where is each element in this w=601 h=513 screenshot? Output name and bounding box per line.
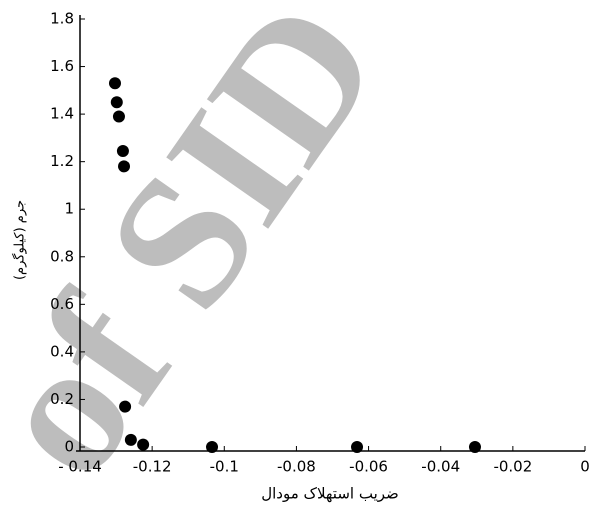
point — [119, 400, 132, 413]
y-tick-label: 1.8 — [50, 10, 74, 28]
x-tick-label: 0 — [580, 458, 590, 476]
point — [108, 77, 121, 90]
point — [112, 110, 125, 123]
x-tick-label: -0.12 — [133, 458, 172, 476]
x-tick-label: -0.06 — [349, 458, 388, 476]
y-tick-label: 1.4 — [50, 105, 74, 123]
y-tick-label: 0.8 — [50, 247, 74, 265]
y-tick-label: 1 — [64, 200, 74, 218]
x-tick-label: - 0.14 — [58, 458, 102, 476]
x-tick-label: -0.04 — [421, 458, 460, 476]
point — [110, 96, 123, 109]
x-axis-label: ضریب استهلاک مودال — [261, 485, 399, 503]
y-tick-label: 0.4 — [50, 342, 74, 360]
x-tick-label: -0.02 — [493, 458, 532, 476]
point — [116, 144, 129, 157]
y-tick-label: 0.2 — [50, 390, 74, 408]
y-tick-label: 0.6 — [50, 295, 74, 313]
y-axis-label: جرم (کیلوگرم) — [12, 200, 28, 280]
point — [206, 441, 219, 453]
point — [468, 441, 481, 453]
y-tick-label: 1.2 — [50, 152, 74, 170]
x-tick-label: -0.08 — [277, 458, 316, 476]
point — [137, 438, 150, 451]
y-tick-label: 1.6 — [50, 57, 74, 75]
y-tick-label: 0 — [64, 438, 74, 456]
point — [118, 160, 131, 173]
x-tick-label: -0.1 — [210, 458, 239, 476]
point — [351, 441, 364, 453]
point — [124, 433, 137, 446]
